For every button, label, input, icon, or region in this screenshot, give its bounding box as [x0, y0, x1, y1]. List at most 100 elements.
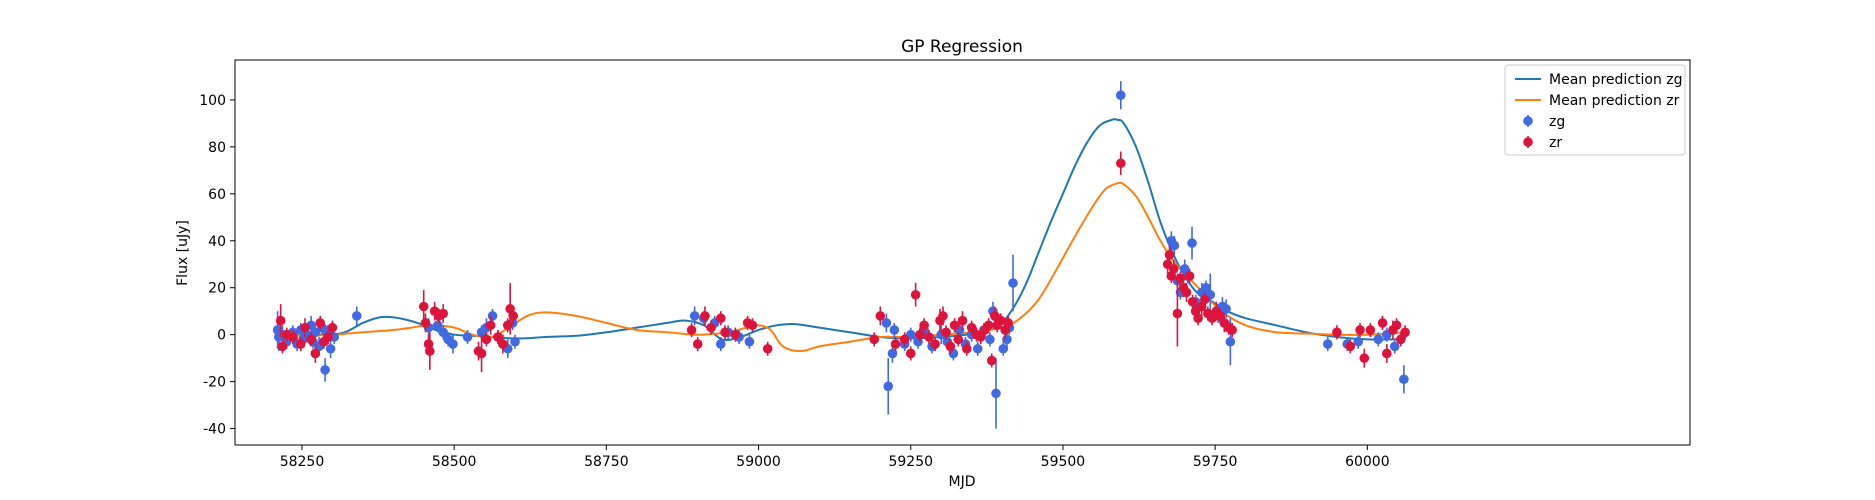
- x-tick-label: 59500: [1041, 454, 1086, 470]
- zr-point: [310, 348, 321, 359]
- zg-point: [689, 311, 700, 321]
- zr-point: [869, 334, 880, 345]
- zr-point: [924, 332, 934, 342]
- zr-point: [875, 311, 886, 321]
- zr-point: [1227, 325, 1237, 335]
- zr-point: [1184, 271, 1195, 281]
- zg-point: [1008, 278, 1018, 288]
- legend-marker-zg: [1523, 116, 1533, 126]
- zr-point: [498, 339, 508, 349]
- zr-point: [485, 320, 496, 331]
- x-axis-label: MJD: [949, 474, 976, 490]
- zr-point: [476, 348, 487, 359]
- zg-point: [1187, 238, 1197, 248]
- zr-point: [1396, 334, 1406, 345]
- zg-point: [1201, 282, 1211, 293]
- zr-point: [949, 320, 960, 331]
- legend-label-zr-mean: Mean prediction zr: [1549, 93, 1680, 109]
- zr-point: [716, 313, 726, 324]
- zr-point: [986, 355, 997, 366]
- zr-point: [1332, 327, 1342, 338]
- zr-point: [327, 322, 338, 333]
- zr-point: [692, 339, 703, 349]
- zr-point: [747, 320, 758, 331]
- zg-point: [998, 343, 1009, 354]
- x-tick-label: 58750: [584, 454, 629, 470]
- legend: Mean prediction zg Mean prediction zr zg zr: [1504, 64, 1686, 156]
- zg-point: [972, 343, 983, 354]
- y-tick-label: 100: [199, 93, 226, 109]
- legend-marker-zr: [1523, 137, 1533, 147]
- x-tick-label: 60000: [1345, 454, 1390, 470]
- zr-point: [493, 332, 503, 342]
- zr-point: [1168, 264, 1179, 274]
- zg-point: [744, 336, 755, 347]
- zg-point: [432, 320, 443, 331]
- chart-title: GP Regression: [901, 37, 1023, 57]
- zg-point: [1002, 334, 1012, 345]
- zr-point: [983, 320, 994, 331]
- zr-point: [1003, 318, 1013, 328]
- zg-point: [1373, 334, 1384, 345]
- zr-point: [700, 311, 710, 321]
- y-tick-label: 40: [208, 234, 226, 250]
- zr-point: [323, 332, 333, 342]
- zg-point: [320, 365, 330, 375]
- zr-point: [306, 334, 316, 345]
- axes: 58250 58500 58750 59000 59250 59500 59750 60000…: [199, 93, 1389, 470]
- zr-point: [1391, 320, 1402, 331]
- zg-point: [1115, 90, 1126, 101]
- y-tick-label: -40: [203, 422, 226, 438]
- zg-point: [510, 336, 520, 347]
- zg-point: [991, 388, 1001, 399]
- zr-point: [1181, 287, 1192, 298]
- zg-point: [985, 334, 995, 345]
- x-tick-label: 59000: [736, 454, 781, 470]
- zr-point: [1215, 311, 1225, 321]
- zr-point: [996, 315, 1006, 326]
- zg-point: [487, 311, 498, 321]
- plot-area: [272, 81, 1410, 429]
- legend-label-zg: zg: [1549, 114, 1565, 130]
- legend-frame: [1504, 64, 1686, 156]
- zr-point: [1199, 294, 1210, 305]
- zr-point: [502, 320, 513, 331]
- zr-point: [1365, 325, 1376, 335]
- y-tick-label: 80: [208, 140, 226, 156]
- zr-point: [315, 318, 326, 328]
- zg-point: [883, 381, 894, 392]
- series-zr: [275, 151, 1410, 373]
- zr-point: [1382, 348, 1392, 359]
- zr-point: [966, 322, 977, 333]
- zr-point: [930, 339, 940, 349]
- zr-point: [1207, 313, 1217, 324]
- y-tick-label: 20: [208, 281, 226, 297]
- plot-frame: [234, 59, 1691, 446]
- zr-point: [945, 341, 956, 352]
- zr-point: [706, 322, 716, 333]
- zg-point: [351, 311, 362, 321]
- zr-point: [938, 311, 948, 321]
- zr-point: [905, 348, 916, 359]
- zr-point: [1377, 318, 1388, 328]
- zr-point: [295, 339, 306, 349]
- x-tick-label: 58250: [280, 454, 325, 470]
- zg-point: [462, 332, 473, 342]
- zg-point: [438, 327, 449, 338]
- zr-point: [910, 289, 921, 300]
- zg-point: [889, 325, 900, 335]
- legend-label-zr: zr: [1549, 135, 1562, 151]
- zr-point: [275, 315, 286, 326]
- zg-point: [1225, 336, 1236, 347]
- zr-point: [508, 311, 519, 321]
- y-tick-label: 60: [208, 187, 226, 203]
- zr-point: [899, 334, 910, 345]
- zg-point: [1322, 339, 1333, 349]
- zr-point: [941, 327, 951, 338]
- zr-point: [418, 301, 429, 312]
- zr-point: [1400, 327, 1410, 338]
- x-tick-label: 59750: [1193, 454, 1238, 470]
- zr-point: [1115, 158, 1126, 169]
- zr-point: [1193, 313, 1203, 324]
